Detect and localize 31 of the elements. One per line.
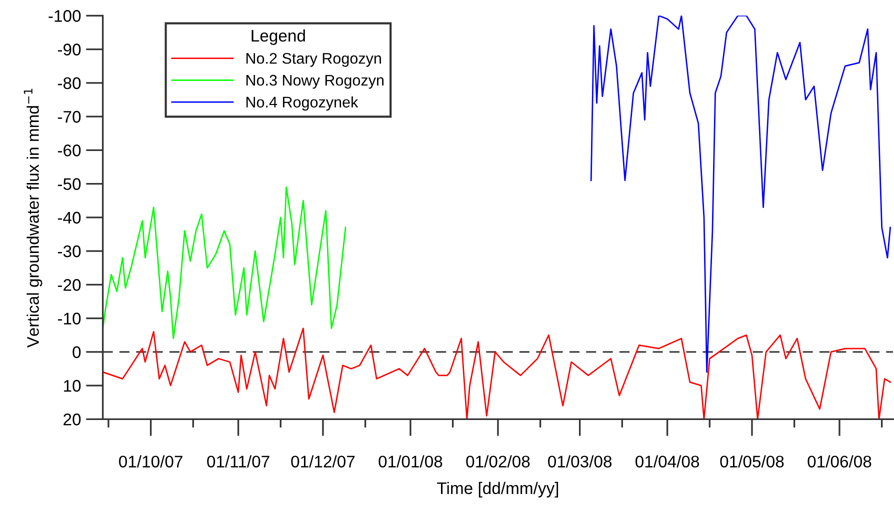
y-tick-label: -30: [58, 245, 81, 258]
line-series: [590, 16, 891, 373]
legend-title: Legend: [252, 29, 305, 45]
y-tick-label: -60: [58, 144, 81, 156]
y-tick-label: -100: [48, 10, 81, 22]
x-tick-label: 01/03/08: [548, 455, 612, 468]
y-tick-label: -50: [58, 178, 81, 190]
x-tick-label: 01/04/08: [636, 455, 700, 468]
legend-label: No.4 Rogozynek: [246, 96, 358, 111]
x-tick-label: 01/10/07: [119, 455, 182, 468]
legend-label: No.2 Stary Rogozyn: [246, 52, 381, 67]
y-tick-label: -20: [58, 279, 81, 291]
y-axis-title: Vertical groundwater flux in mmd$^{−1}$: [24, 88, 42, 348]
x-tick-label: 01/11/07: [207, 455, 270, 468]
x-tick-label: 01/06/08: [808, 455, 872, 468]
y-tick-label: -40: [58, 212, 81, 224]
x-tick-label: 01/02/08: [466, 455, 530, 468]
y-tick-label: -90: [58, 44, 81, 56]
y-tick-label: 20: [64, 414, 81, 426]
y-tick-label: 0: [72, 346, 81, 358]
y-tick-label: 10: [64, 380, 81, 392]
x-axis-title: Time [dd/mm/yy]: [437, 482, 558, 498]
legend-label: No.3 Nowy Rogozyn: [246, 74, 384, 89]
x-tick-label: 01/01/08: [378, 455, 442, 468]
y-tick-label: -10: [58, 312, 81, 324]
x-tick-label: 01/05/08: [720, 455, 784, 468]
y-tick-label: -70: [58, 110, 81, 123]
line-series: [102, 328, 891, 420]
x-tick-label: 01/12/07: [291, 455, 355, 468]
line-series: [102, 186, 346, 340]
y-tick-label: -80: [58, 77, 81, 90]
